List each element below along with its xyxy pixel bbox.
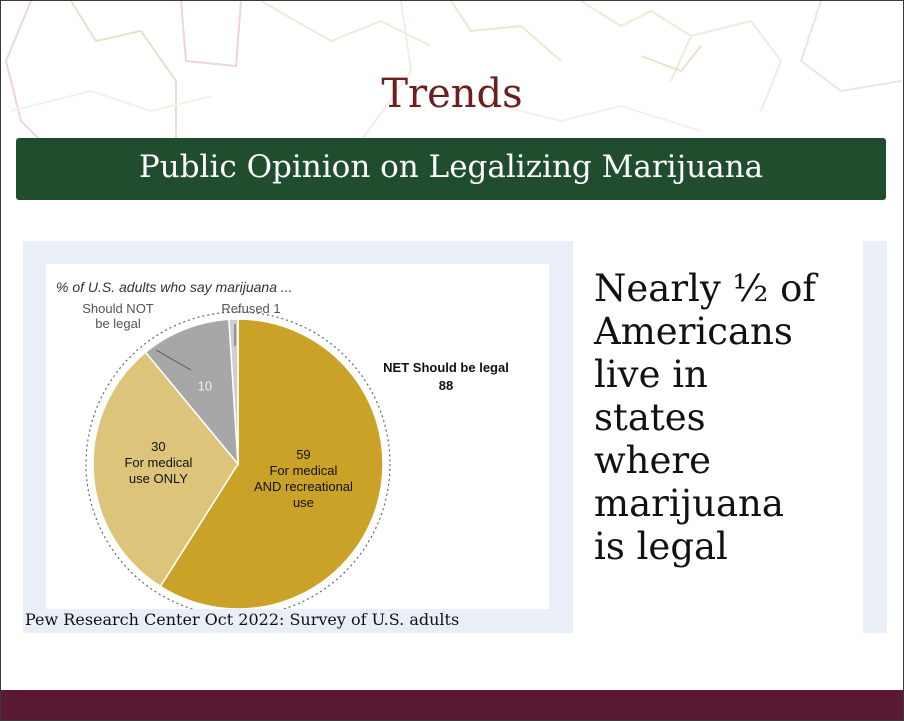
- side-note-line: live in: [594, 353, 708, 396]
- pie-chart: % of U.S. adults who say marijuana ... 5…: [56, 279, 509, 617]
- slice-category-label: For medical: [124, 455, 192, 470]
- pie-chart-card: % of U.S. adults who say marijuana ... 5…: [46, 264, 549, 617]
- background-map-lines: [4, 1, 902, 142]
- slice-should-not-be-legal: [144, 318, 239, 467]
- side-note-line: states: [594, 396, 706, 439]
- not-legal-leader-line: [155, 349, 192, 371]
- side-note: Nearly ½ of Americans live in states whe…: [594, 267, 854, 568]
- slice-medical-only: [92, 351, 239, 588]
- slice-value-label: 59: [296, 447, 310, 462]
- side-note-line: Americans: [594, 310, 793, 353]
- slice-refused: [228, 318, 239, 465]
- slice-category-label: use ONLY: [129, 471, 188, 486]
- side-note-line: Nearly ½ of: [594, 267, 817, 310]
- side-panel-strip: [863, 241, 887, 633]
- slice-category-label: be legal: [95, 316, 141, 331]
- slice-value-label: 30: [151, 439, 165, 454]
- source-citation: Pew Research Center Oct 2022: Survey of …: [25, 610, 460, 629]
- side-note-line: where: [594, 439, 711, 482]
- net-label: NET Should be legal: [383, 360, 509, 375]
- slice-category-label: For medical: [269, 463, 337, 478]
- pie-outline: [85, 311, 391, 617]
- slice-value-label: 10: [198, 378, 212, 393]
- banner: Public Opinion on Legalizing Marijuana: [16, 138, 886, 200]
- side-note-line: marijuana: [594, 482, 784, 525]
- slice-category-label: AND recreational: [254, 479, 353, 494]
- side-note-line: is legal: [594, 525, 728, 568]
- slide-title: Trends: [381, 71, 523, 117]
- net-value: 88: [439, 378, 453, 393]
- footer-bar: [1, 690, 903, 720]
- chart-subtitle: % of U.S. adults who say marijuana ...: [56, 279, 293, 295]
- slice-value-label: Refused 1: [221, 301, 280, 316]
- banner-title: Public Opinion on Legalizing Marijuana: [138, 149, 764, 185]
- slice-category-label: use: [293, 495, 314, 510]
- slice-category-label: Should NOT: [82, 301, 154, 316]
- slice-medical-and-recreational: [159, 318, 384, 610]
